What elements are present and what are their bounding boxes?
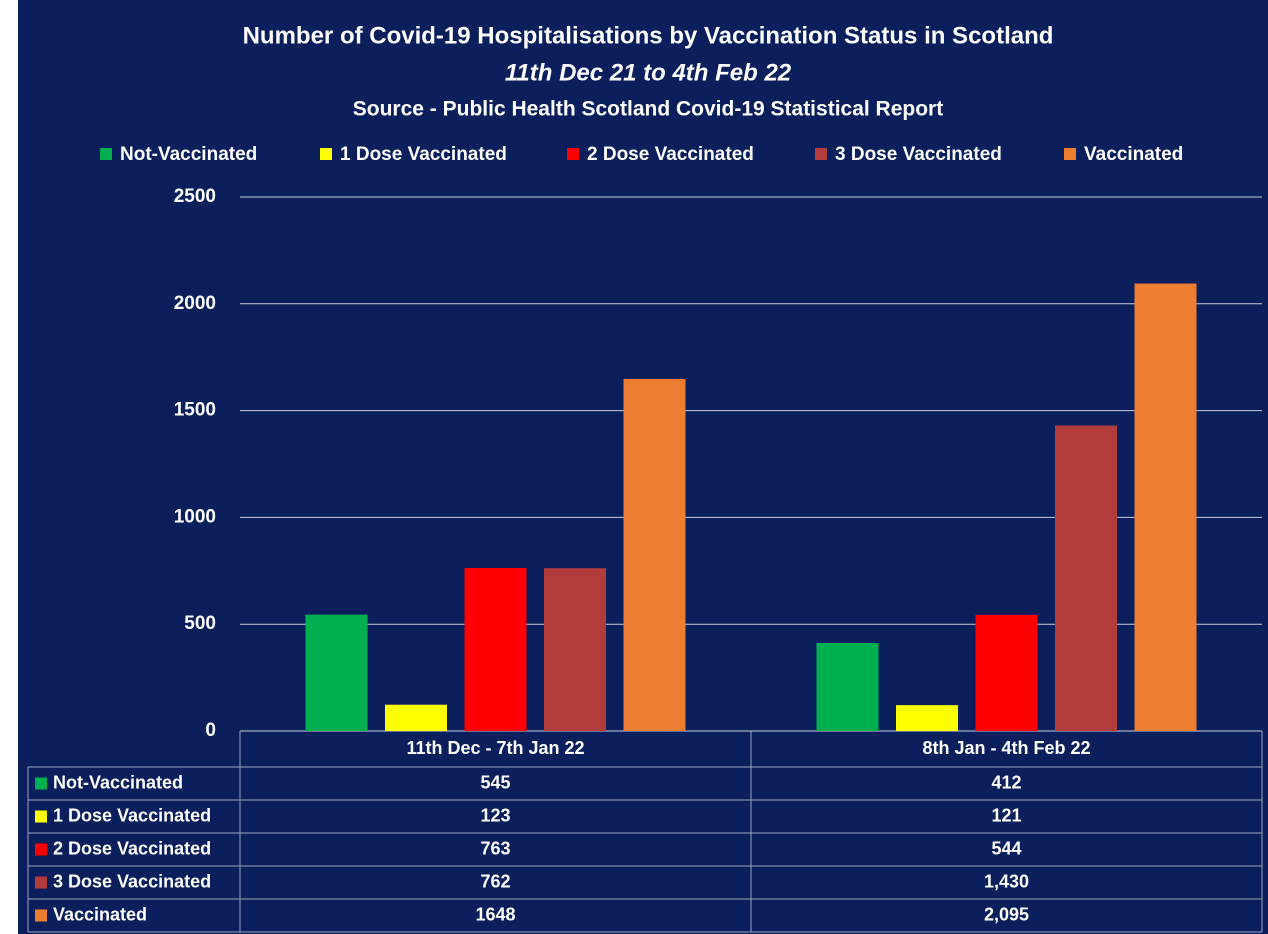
table-value: 545	[480, 772, 510, 792]
x-tick-label: 11th Dec - 7th Jan 22	[406, 738, 584, 758]
table-value: 123	[480, 805, 510, 825]
table-legend-swatch	[35, 843, 47, 856]
legend-swatch	[815, 148, 827, 160]
table-row-label: Not-Vaccinated	[53, 772, 183, 792]
bar	[896, 705, 958, 731]
legend-swatch	[320, 148, 332, 160]
chart-subtitle: 11th Dec 21 to 4th Feb 22	[505, 59, 792, 86]
table-legend-swatch	[35, 810, 47, 823]
table-value: 762	[480, 871, 510, 891]
table-value: 2,095	[984, 904, 1029, 924]
table-value: 121	[991, 805, 1021, 825]
legend-label: Not-Vaccinated	[120, 144, 257, 165]
bar	[305, 614, 368, 731]
table-legend-swatch	[35, 777, 47, 790]
table-legend-swatch	[35, 876, 47, 889]
legend-swatch	[100, 148, 112, 160]
legend-label: 2 Dose Vaccinated	[587, 144, 754, 165]
legend-swatch	[567, 148, 579, 160]
bar	[385, 704, 447, 731]
legend-label: 1 Dose Vaccinated	[340, 144, 507, 165]
table-value: 412	[991, 772, 1021, 792]
table-value: 763	[480, 838, 510, 858]
bar	[464, 568, 527, 731]
bar	[975, 614, 1038, 731]
bar	[1055, 425, 1117, 731]
chart-source: Source - Public Health Scotland Covid-19…	[353, 98, 943, 121]
y-tick-label: 2500	[174, 186, 216, 207]
table-legend-swatch	[35, 909, 47, 922]
table-value: 1648	[475, 904, 515, 924]
table-row-label: 1 Dose Vaccinated	[53, 805, 211, 825]
legend-swatch	[1064, 148, 1076, 160]
table-row-label: 2 Dose Vaccinated	[53, 838, 211, 858]
bar	[544, 568, 606, 731]
y-tick-label: 1500	[174, 400, 216, 421]
y-tick-label: 500	[184, 613, 216, 634]
legend-label: 3 Dose Vaccinated	[835, 144, 1002, 165]
y-tick-label: 2000	[174, 293, 216, 314]
chart-title: Number of Covid-19 Hospitalisations by V…	[243, 22, 1054, 49]
x-tick-label: 8th Jan - 4th Feb 22	[922, 738, 1090, 758]
y-tick-label: 0	[205, 720, 216, 741]
bar	[816, 642, 879, 731]
table-value: 1,430	[984, 871, 1029, 891]
y-tick-label: 1000	[174, 506, 216, 527]
table-row-label: 3 Dose Vaccinated	[53, 871, 211, 891]
table-value: 544	[991, 838, 1021, 858]
legend-label: Vaccinated	[1084, 144, 1183, 165]
bar	[1134, 283, 1197, 731]
bar	[623, 378, 686, 731]
table-row-label: Vaccinated	[53, 904, 147, 924]
